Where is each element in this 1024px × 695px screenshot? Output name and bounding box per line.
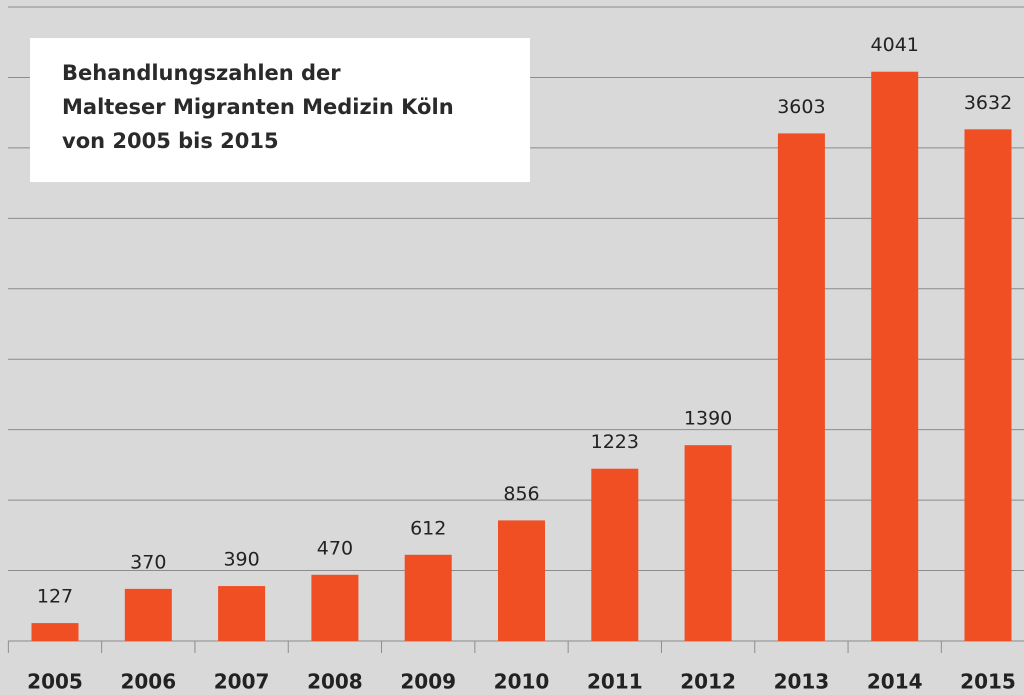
x-tick-label: 2009 — [400, 670, 456, 694]
x-tick-label: 2013 — [774, 670, 830, 694]
x-tick-label: 2008 — [307, 670, 363, 694]
x-tick-label: 2007 — [214, 670, 270, 694]
bar — [684, 445, 732, 641]
value-label: 3632 — [964, 92, 1012, 114]
bar — [218, 586, 266, 641]
chart-title: Behandlungszahlen der — [62, 61, 341, 85]
bar — [124, 588, 172, 641]
value-label: 4041 — [871, 34, 919, 56]
bar — [871, 71, 919, 642]
bars — [31, 71, 1012, 642]
value-label: 612 — [410, 517, 446, 539]
title-box — [30, 38, 530, 182]
value-label: 3603 — [777, 96, 825, 118]
x-tick-label: 2006 — [120, 670, 176, 694]
x-tick-label: 2005 — [27, 670, 83, 694]
x-tick-label: 2015 — [960, 670, 1016, 694]
chart-title: Malteser Migranten Medizin Köln — [62, 95, 454, 119]
x-tick-label: 2010 — [494, 670, 550, 694]
x-tick-label: 2014 — [867, 670, 923, 694]
value-label: 370 — [130, 551, 166, 573]
bar — [964, 129, 1012, 641]
bar — [31, 623, 79, 641]
value-label: 856 — [503, 483, 539, 505]
value-label: 1390 — [684, 408, 732, 430]
bar — [498, 520, 545, 641]
value-label: 127 — [37, 586, 73, 608]
bar — [591, 468, 639, 641]
value-label: 470 — [317, 537, 353, 559]
bar — [777, 133, 825, 641]
x-tick-label: 2011 — [587, 670, 643, 694]
value-label: 390 — [223, 549, 259, 571]
x-tick-label: 2012 — [680, 670, 736, 694]
bar — [404, 554, 452, 641]
bar — [311, 574, 359, 641]
value-label: 1223 — [591, 431, 639, 453]
chart-title: von 2005 bis 2015 — [62, 129, 279, 153]
